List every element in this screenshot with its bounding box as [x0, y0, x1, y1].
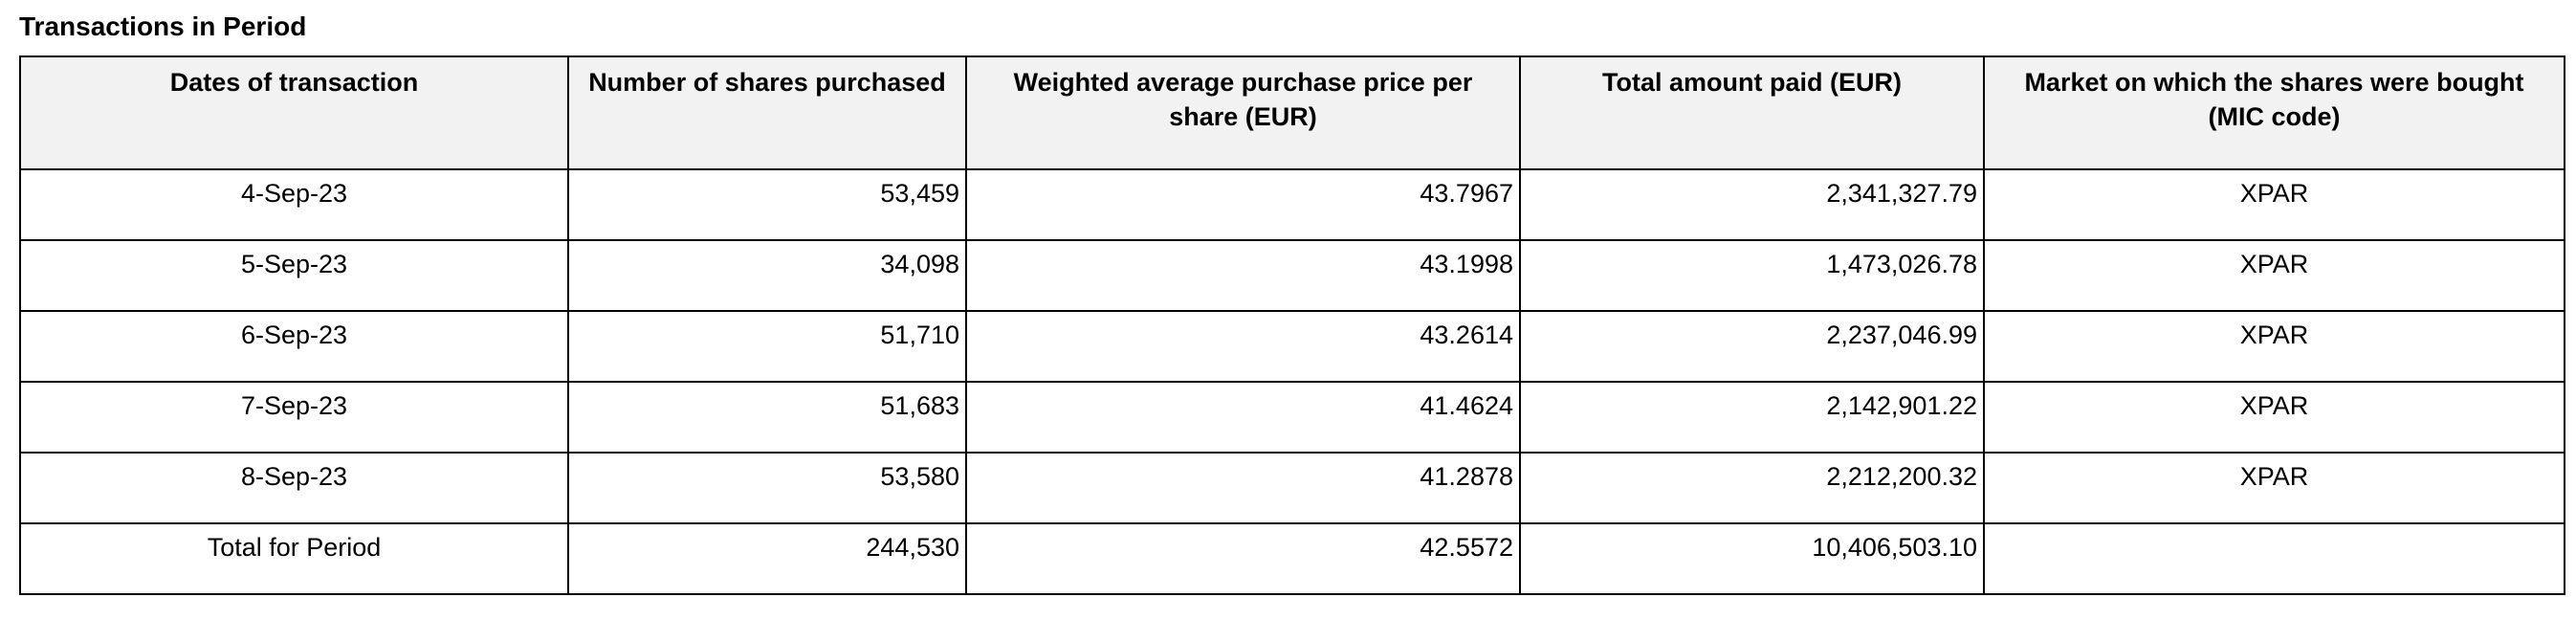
cell-date: 4-Sep-23 [19, 168, 569, 242]
table-row: 8-Sep-23 53,580 41.2878 2,212,200.32 XPAR [19, 452, 2565, 525]
cell-shares: 53,580 [567, 452, 967, 525]
cell-shares: 51,683 [567, 381, 967, 454]
table-body: 4-Sep-23 53,459 43.7967 2,341,327.79 XPAR 5-S… [19, 168, 2565, 596]
table-row: 5-Sep-23 34,098 43.1998 1,473,026.78 XPAR [19, 239, 2565, 313]
table-row: 7-Sep-23 51,683 41.4624 2,142,901.22 XPAR [19, 381, 2565, 454]
cell-date: 7-Sep-23 [19, 381, 569, 454]
cell-shares: 51,710 [567, 310, 967, 384]
total-row: Total for Period 244,530 42.5572 10,406,503… [19, 522, 2565, 596]
total-cell-date: Total for Period [19, 522, 569, 596]
page-title: Transactions in Period [19, 11, 307, 41]
total-cell-price: 42.5572 [965, 522, 1521, 596]
cell-market: XPAR [1983, 239, 2565, 313]
cell-date: 8-Sep-23 [19, 452, 569, 525]
header-row: Dates of transaction Number of shares pu… [19, 55, 2565, 171]
cell-price: 43.7967 [965, 168, 1521, 242]
cell-price: 41.2878 [965, 452, 1521, 525]
cell-date: 5-Sep-23 [19, 239, 569, 313]
transactions-table: Dates of transaction Number of shares pu… [19, 55, 2565, 596]
cell-price: 41.4624 [965, 381, 1521, 454]
cell-total: 1,473,026.78 [1519, 239, 1985, 313]
cell-total: 2,237,046.99 [1519, 310, 1985, 384]
column-header-total: Total amount paid (EUR) [1519, 55, 1985, 171]
cell-market: XPAR [1983, 381, 2565, 454]
cell-shares: 34,098 [567, 239, 967, 313]
column-header-price: Weighted average purchase price per shar… [965, 55, 1521, 171]
cell-total: 2,341,327.79 [1519, 168, 1985, 242]
column-header-market: Market on which the shares were bought (… [1983, 55, 2565, 171]
table-header: Dates of transaction Number of shares pu… [19, 55, 2565, 171]
column-header-shares: Number of shares purchased [567, 55, 967, 171]
cell-price: 43.1998 [965, 239, 1521, 313]
table-row: 6-Sep-23 51,710 43.2614 2,237,046.99 XPAR [19, 310, 2565, 384]
cell-shares: 53,459 [567, 168, 967, 242]
cell-total: 2,142,901.22 [1519, 381, 1985, 454]
cell-market: XPAR [1983, 168, 2565, 242]
cell-market: XPAR [1983, 452, 2565, 525]
total-cell-market [1983, 522, 2565, 596]
cell-price: 43.2614 [965, 310, 1521, 384]
table-row: 4-Sep-23 53,459 43.7967 2,341,327.79 XPAR [19, 168, 2565, 242]
total-cell-total: 10,406,503.10 [1519, 522, 1985, 596]
cell-total: 2,212,200.32 [1519, 452, 1985, 525]
cell-market: XPAR [1983, 310, 2565, 384]
column-header-date: Dates of transaction [19, 55, 569, 171]
total-cell-shares: 244,530 [567, 522, 967, 596]
cell-date: 6-Sep-23 [19, 310, 569, 384]
